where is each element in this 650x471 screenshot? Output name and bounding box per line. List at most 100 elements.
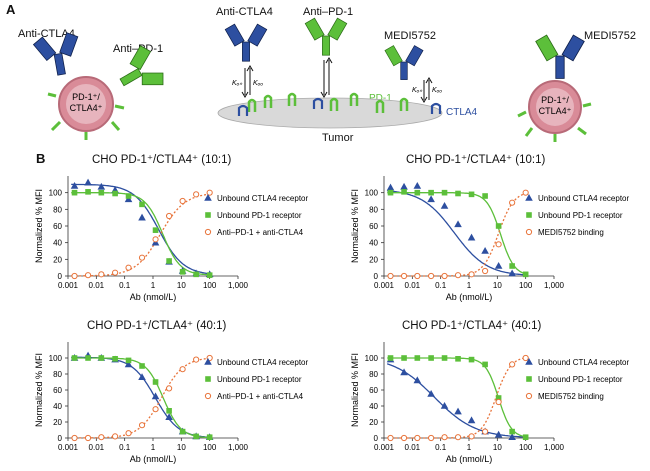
data-point: [71, 434, 78, 442]
legend-label: Unbound PD-1 receptor: [538, 211, 623, 220]
data-point: [454, 220, 462, 228]
chart-2: 0 20 40 60 80 100 0.001 0.01 0.1 1 10 100 1,000 Ab (n…: [350, 176, 630, 302]
legend-marker: [205, 212, 211, 218]
x-tick-label: 100: [519, 281, 533, 290]
data-point: [152, 227, 159, 233]
data-point: [112, 433, 119, 440]
data-point: [494, 262, 503, 269]
data-point: [138, 213, 146, 221]
x-tick-label: 1,000: [544, 281, 565, 290]
y-axis-label: Normalized % MFI: [350, 189, 360, 263]
panel-b-letter: B: [36, 151, 46, 166]
label-anti-ctla4-mid: Anti-CTLA4: [216, 6, 273, 18]
data-point: [387, 272, 394, 280]
data-point: [413, 182, 422, 189]
data-point: [428, 189, 434, 196]
label-anti-pd1-mid: Anti–PD-1: [303, 6, 354, 18]
legend-marker: [204, 392, 212, 400]
legend-marker: [525, 392, 533, 400]
x-tick-label: 0.001: [374, 281, 395, 290]
y-tick-label: 40: [369, 239, 378, 248]
legend-label: MEDI5752 binding: [538, 228, 604, 237]
data-point: [84, 272, 92, 279]
left-cell-label-2: CTLA4⁺: [70, 103, 103, 113]
data-point: [98, 355, 105, 361]
data-point: [482, 193, 488, 199]
data-point: [98, 189, 105, 196]
koff-mid-3: Kₒₒ: [432, 87, 442, 94]
data-point: [467, 233, 476, 241]
y-tick-label: 40: [369, 402, 378, 411]
y-tick-label: 100: [49, 354, 63, 363]
x-tick-label: 100: [519, 443, 533, 452]
y-tick-label: 60: [369, 386, 378, 395]
x-tick-label: 1,000: [228, 443, 249, 452]
data-point: [441, 272, 448, 280]
data-point: [179, 366, 186, 373]
fit-curve: [71, 193, 212, 277]
data-point: [522, 189, 529, 196]
data-point: [166, 258, 172, 264]
label-anti-ctla4-left: Anti-CTLA4: [18, 28, 75, 40]
label-medi-mid: MEDI5752: [384, 30, 436, 42]
legend-label: Unbound CTLA4 receptor: [217, 194, 309, 203]
data-point: [401, 189, 407, 195]
y-tick-label: 40: [53, 402, 62, 411]
data-point: [165, 212, 173, 220]
data-point: [522, 271, 529, 278]
data-point: [428, 272, 435, 280]
chart4-title: CHO PD-1⁺/CTLA4⁺ (40:1): [402, 320, 542, 332]
data-point: [427, 195, 435, 203]
x-tick-label: 10: [177, 281, 186, 290]
data-point: [495, 241, 502, 248]
panel-a-schematic: PD-1⁺/ CTLA4⁺ Kₒₙ Kₒₒ Kₒₙ Kₒₒ PD-1⁺/ CTL…: [32, 17, 592, 142]
data-point: [468, 356, 475, 363]
y-axis-label: Normalized % MFI: [350, 353, 360, 427]
chart-4: 0 20 40 60 80 100 0.001 0.01 0.1 1 10 100 1,000 Ab (n…: [350, 342, 630, 464]
x-tick-label: 100: [203, 281, 217, 290]
data-point: [152, 406, 159, 413]
y-tick-label: 80: [53, 205, 62, 214]
data-point: [414, 355, 421, 361]
data-point: [468, 271, 475, 278]
data-point: [509, 428, 515, 435]
data-point: [440, 202, 449, 209]
y-tick-label: 60: [53, 386, 62, 395]
legend-marker: [204, 228, 212, 236]
data-point: [112, 190, 118, 197]
y-tick-label: 20: [53, 418, 62, 427]
data-point: [508, 433, 516, 440]
data-point: [509, 199, 516, 206]
data-point: [400, 272, 408, 280]
data-point: [441, 189, 448, 196]
data-point: [139, 201, 145, 208]
data-point: [441, 434, 448, 441]
data-point: [454, 434, 462, 441]
data-point: [152, 379, 159, 385]
data-point: [494, 430, 503, 438]
fit-curve: [387, 190, 528, 276]
data-point: [495, 395, 502, 401]
y-tick-label: 20: [369, 255, 378, 264]
data-point: [455, 356, 461, 362]
x-axis-label: Ab (nmol/L): [130, 292, 177, 302]
data-point: [138, 422, 146, 429]
x-tick-label: 0.1: [435, 443, 447, 452]
data-point: [112, 356, 118, 362]
data-point: [85, 189, 91, 195]
x-tick-label: 1: [151, 443, 156, 452]
x-tick-label: 0.01: [89, 281, 105, 290]
legend-marker: [526, 212, 532, 218]
fit-curve: [71, 192, 212, 276]
x-tick-label: 10: [493, 281, 502, 290]
left-cell-label-1: PD-1⁺/: [72, 92, 100, 102]
data-point: [495, 398, 502, 406]
x-tick-label: 0.01: [405, 443, 421, 452]
x-tick-label: 100: [203, 443, 217, 452]
legend-label: Unbound PD-1 receptor: [217, 211, 302, 220]
y-tick-label: 0: [58, 272, 63, 281]
x-tick-label: 0.001: [58, 281, 79, 290]
x-tick-label: 1,000: [228, 281, 249, 290]
data-point: [508, 269, 516, 277]
data-point: [165, 385, 173, 392]
